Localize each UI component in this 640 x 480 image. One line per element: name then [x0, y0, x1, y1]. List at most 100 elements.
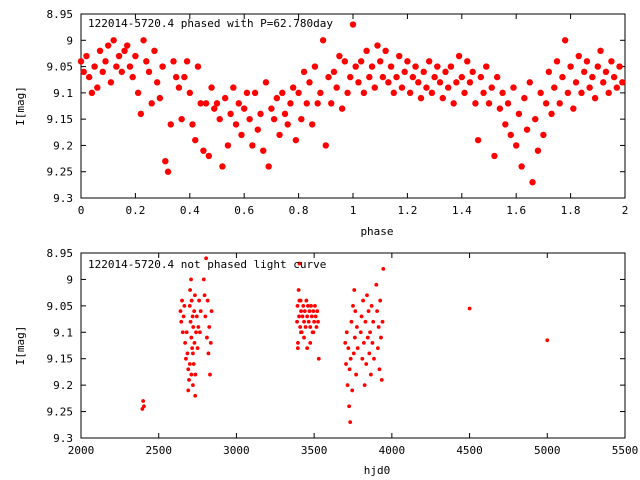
data-point — [204, 256, 209, 261]
data-point — [297, 314, 301, 319]
data-point — [504, 100, 512, 107]
data-point — [359, 314, 364, 319]
data-point — [297, 298, 302, 303]
data-point — [207, 325, 212, 329]
data-point — [140, 37, 147, 44]
y-tick-label: 9.1 — [53, 87, 73, 100]
data-point — [371, 84, 378, 91]
data-point — [110, 37, 117, 44]
data-point — [347, 367, 352, 372]
data-point — [189, 335, 194, 340]
data-point — [181, 73, 188, 81]
data-point — [338, 105, 346, 112]
data-point — [355, 346, 360, 351]
data-point — [469, 68, 476, 76]
data-point — [191, 362, 196, 366]
data-point — [192, 340, 197, 345]
data-point — [159, 63, 166, 70]
plot-frame — [80, 252, 626, 439]
data-point — [423, 84, 430, 91]
data-point — [186, 388, 191, 393]
data-point — [224, 142, 232, 149]
data-point — [186, 367, 191, 372]
data-point — [464, 58, 471, 65]
data-point — [309, 121, 316, 128]
x-tick-label: 2 — [622, 204, 629, 217]
data-point — [167, 121, 174, 128]
data-point — [190, 314, 195, 319]
data-point — [412, 63, 419, 70]
data-point — [420, 68, 427, 76]
data-point — [309, 303, 313, 308]
data-point — [194, 63, 202, 70]
data-point — [591, 94, 599, 102]
data-point — [368, 63, 376, 70]
data-point — [126, 63, 134, 70]
y-tick-label: 9.25 — [47, 406, 74, 419]
data-point — [357, 58, 365, 65]
x-tick-label: 1.8 — [561, 204, 581, 217]
data-point — [185, 351, 190, 356]
data-point — [295, 319, 299, 324]
data-point — [499, 89, 506, 97]
data-point — [187, 362, 192, 366]
x-tick-label: 2500 — [145, 444, 172, 457]
data-point — [375, 346, 380, 351]
data-point — [94, 84, 101, 91]
data-point — [316, 356, 321, 361]
data-point — [377, 367, 382, 372]
data-point — [379, 335, 383, 340]
data-point — [387, 63, 395, 70]
data-point — [575, 52, 582, 60]
data-point — [330, 68, 338, 76]
x-tick-label: 3000 — [223, 444, 250, 457]
data-point — [445, 84, 452, 91]
data-point — [406, 89, 414, 97]
data-point — [162, 158, 169, 165]
data-point — [85, 73, 93, 81]
x-tick-label: 0.2 — [125, 204, 145, 217]
data-point — [134, 89, 142, 97]
data-point — [307, 309, 312, 314]
data-point — [502, 121, 509, 128]
data-point — [472, 100, 479, 107]
data-point — [578, 89, 585, 97]
data-point — [221, 94, 229, 102]
data-point — [343, 340, 348, 345]
data-point — [325, 73, 332, 81]
data-point — [488, 84, 495, 91]
data-point — [311, 63, 319, 70]
data-point — [213, 100, 221, 107]
data-point — [192, 136, 199, 144]
data-point — [381, 266, 386, 271]
data-point — [151, 47, 158, 54]
data-point — [193, 393, 198, 398]
data-point — [287, 100, 294, 107]
data-point — [608, 58, 615, 65]
data-point — [371, 319, 376, 324]
data-point — [385, 79, 392, 86]
data-point — [299, 330, 303, 335]
data-point — [148, 100, 155, 107]
data-point — [191, 351, 195, 356]
data-point — [352, 335, 357, 340]
data-point — [348, 356, 353, 361]
data-point — [241, 105, 248, 112]
data-point — [401, 68, 408, 76]
data-point — [295, 89, 302, 97]
data-point — [284, 121, 291, 128]
data-point — [179, 319, 184, 324]
data-point — [302, 335, 306, 340]
data-point — [434, 63, 441, 70]
data-point — [548, 110, 555, 118]
data-point — [77, 58, 85, 65]
data-point — [313, 303, 317, 308]
data-point — [319, 37, 327, 44]
data-point — [349, 21, 357, 28]
x-axis-label: hjd0 — [364, 464, 391, 477]
data-point — [279, 89, 286, 97]
data-point — [540, 131, 547, 139]
data-point — [164, 168, 172, 175]
data-point — [227, 110, 234, 118]
data-point — [616, 63, 623, 70]
